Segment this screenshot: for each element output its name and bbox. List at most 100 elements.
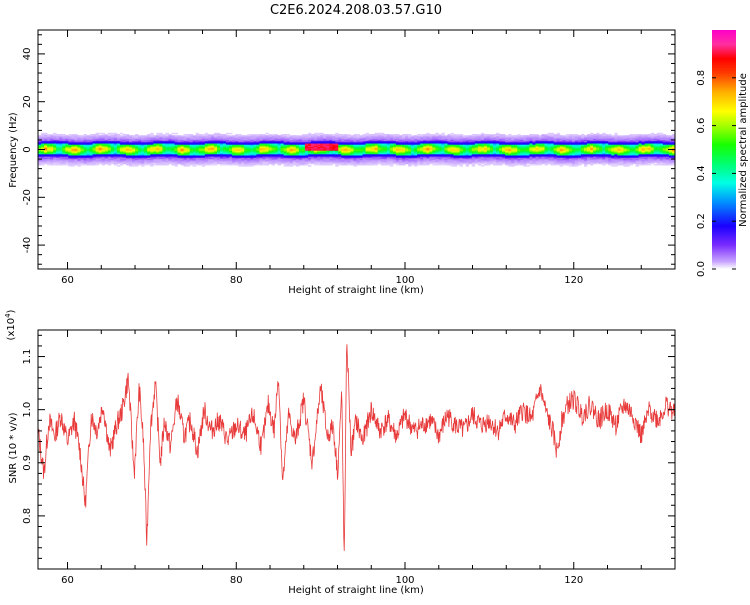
heatmap-cell <box>505 154 509 156</box>
heatmap-cell <box>377 155 382 158</box>
heatmap-cell <box>292 157 297 160</box>
heatmap-cell <box>420 133 424 136</box>
heatmap-cell <box>350 142 354 144</box>
heatmap-cell <box>438 142 442 144</box>
heatmap-cell <box>38 135 42 137</box>
heatmap-cell <box>453 153 457 155</box>
heatmap-cell <box>489 144 494 147</box>
heatmap-cell <box>129 157 133 160</box>
heatmap-cell <box>593 136 597 138</box>
heatmap-cell <box>426 153 430 155</box>
heatmap-cell <box>611 159 615 161</box>
heatmap-cell <box>159 138 163 141</box>
heatmap-cell <box>590 145 594 148</box>
heatmap-cell <box>505 157 509 160</box>
heatmap-cell <box>380 132 385 135</box>
heatmap-cell <box>153 162 157 165</box>
heatmap-cell <box>417 162 421 165</box>
heatmap-cell <box>274 139 279 142</box>
heatmap-cell <box>274 133 279 136</box>
heatmap-cell <box>550 142 555 144</box>
heatmap-cell <box>502 156 506 159</box>
heatmap-cell <box>602 155 606 158</box>
heatmap-cell <box>110 135 115 137</box>
heatmap-cell <box>253 150 257 153</box>
heatmap-cell <box>550 145 555 148</box>
heatmap-cell <box>186 145 191 148</box>
heatmap-cell <box>614 154 618 156</box>
heatmap-cell <box>198 151 203 154</box>
heatmap-cell <box>150 154 154 156</box>
heatmap-cell <box>374 142 379 144</box>
heatmap-cell <box>459 165 464 167</box>
heatmap-cell <box>262 147 266 149</box>
heatmap-cell <box>420 148 424 150</box>
heatmap-cell <box>371 160 376 162</box>
heatmap-cell <box>195 141 200 143</box>
heatmap-cell <box>41 153 45 155</box>
heatmap-cell <box>580 139 585 142</box>
heatmap-cell <box>368 135 373 137</box>
heatmap-cell <box>499 137 503 140</box>
heatmap-cell <box>365 155 370 158</box>
heatmap-cell <box>426 133 430 136</box>
heatmap-cell <box>271 147 275 149</box>
heatmap-cell <box>129 161 133 164</box>
heatmap-cell <box>614 155 618 158</box>
heatmap-cell <box>53 137 57 140</box>
heatmap-cell <box>590 147 594 149</box>
heatmap-cell <box>332 147 336 149</box>
heatmap-cell <box>204 153 209 155</box>
heatmap-cell <box>198 159 203 161</box>
heatmap-cell <box>514 161 518 164</box>
heatmap-cell <box>113 144 118 147</box>
heatmap-cell <box>104 159 109 161</box>
heatmap-cell <box>159 163 163 166</box>
heatmap-cell <box>559 138 564 141</box>
heatmap-cell <box>304 163 309 166</box>
heatmap-cell <box>98 145 103 148</box>
heatmap-cell <box>125 148 130 150</box>
heatmap-cell <box>168 155 172 158</box>
heatmap-cell <box>271 144 275 147</box>
heatmap-cell <box>298 136 303 138</box>
heatmap-cell <box>153 151 157 154</box>
heatmap-cell <box>238 154 242 156</box>
heatmap-cell <box>532 138 536 141</box>
heatmap-cell <box>414 142 418 144</box>
heatmap-cell <box>256 149 260 152</box>
heatmap-cell <box>329 139 333 142</box>
heatmap-cell <box>41 132 45 135</box>
heatmap-cell <box>392 153 397 155</box>
heatmap-cell <box>480 135 485 137</box>
heatmap-cell <box>226 132 230 135</box>
heatmap-cell <box>53 159 57 161</box>
heatmap-cell <box>68 142 72 144</box>
heatmap-cell <box>574 142 579 144</box>
heatmap-cell <box>271 156 275 159</box>
heatmap-cell <box>374 156 379 159</box>
heatmap-cell <box>311 151 315 154</box>
heatmap-cell <box>520 138 524 141</box>
heatmap-cell <box>44 136 48 138</box>
heatmap-cell <box>226 160 230 162</box>
heatmap-cell <box>226 153 230 155</box>
heatmap-cell <box>550 156 555 159</box>
heatmap-cell <box>520 144 524 147</box>
heatmap-cell <box>289 135 294 137</box>
heatmap-cell <box>489 142 494 144</box>
heatmap-cell <box>220 151 224 154</box>
heatmap-cell <box>338 136 342 138</box>
heatmap-cell <box>493 139 497 142</box>
heatmap-cell <box>265 138 269 141</box>
heatmap-cell <box>365 137 370 140</box>
heatmap-cell <box>420 137 424 140</box>
heatmap-cell <box>350 145 354 148</box>
heatmap-cell <box>447 161 451 164</box>
heatmap-cell <box>289 154 294 156</box>
heatmap-cell <box>244 151 248 154</box>
heatmap-cell <box>44 143 48 146</box>
heatmap-cell <box>565 162 570 165</box>
heatmap-cell <box>462 154 467 156</box>
heatmap-cell <box>480 142 485 144</box>
